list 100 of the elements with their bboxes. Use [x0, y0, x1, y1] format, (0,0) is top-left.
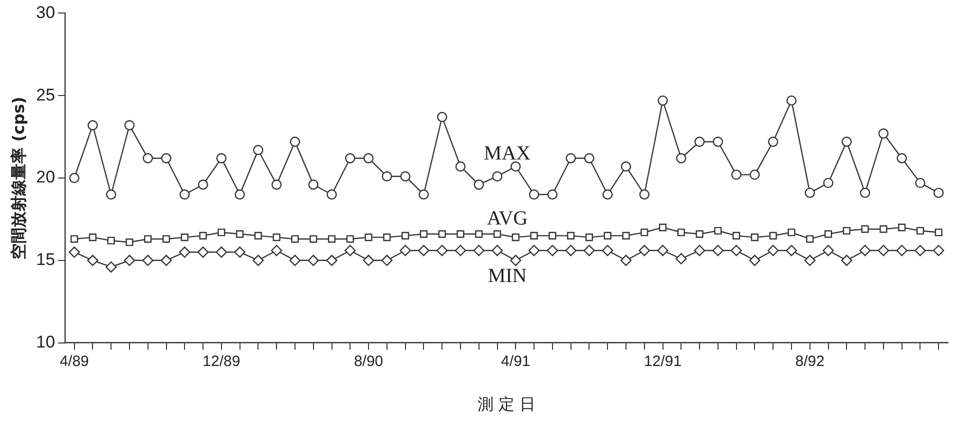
- x-axis-title: 測 定 日: [477, 394, 536, 414]
- point: [676, 253, 687, 264]
- point: [528, 189, 540, 200]
- x-tick-label: 8/92: [795, 352, 824, 370]
- point: [510, 161, 521, 172]
- point: [878, 244, 890, 256]
- point: [180, 234, 188, 242]
- point: [712, 136, 724, 147]
- point: [107, 236, 115, 244]
- point: [197, 246, 209, 258]
- point: [420, 230, 428, 238]
- point: [528, 244, 540, 256]
- point: [788, 228, 796, 236]
- point: [768, 244, 779, 256]
- point: [492, 244, 503, 256]
- point: [272, 234, 280, 242]
- point: [87, 254, 98, 266]
- point: [824, 230, 832, 238]
- point: [842, 136, 852, 147]
- point: [898, 224, 906, 232]
- point: [842, 226, 850, 235]
- point: [566, 153, 576, 164]
- point: [346, 235, 354, 243]
- point: [438, 230, 446, 238]
- point: [418, 189, 429, 200]
- point: [896, 244, 908, 256]
- y-tick-label: 20: [36, 168, 56, 187]
- x-tick-label: 12/89: [202, 352, 240, 370]
- point: [639, 189, 650, 200]
- point: [493, 230, 502, 238]
- point: [382, 171, 392, 182]
- point: [124, 120, 135, 130]
- point: [400, 171, 410, 182]
- point: [896, 153, 907, 164]
- point: [161, 153, 172, 164]
- point: [160, 254, 172, 266]
- point: [198, 179, 208, 190]
- point: [475, 230, 483, 238]
- point: [933, 244, 944, 256]
- point: [804, 254, 816, 266]
- point: [548, 232, 556, 240]
- point: [106, 189, 116, 200]
- point: [124, 254, 136, 266]
- point: [234, 246, 246, 258]
- point: [934, 228, 942, 236]
- point: [750, 170, 760, 180]
- point: [310, 235, 318, 243]
- point: [289, 254, 301, 266]
- point: [530, 232, 538, 240]
- point: [512, 234, 520, 242]
- point: [473, 244, 484, 256]
- point: [308, 254, 319, 266]
- point: [916, 226, 924, 235]
- x-tick-label: 8/90: [354, 352, 384, 370]
- point: [400, 244, 411, 256]
- point: [142, 254, 154, 266]
- point: [492, 171, 502, 182]
- x-tick-label: 4/89: [60, 352, 89, 370]
- point: [88, 234, 96, 242]
- point: [436, 244, 448, 256]
- point: [418, 244, 430, 256]
- point: [254, 232, 262, 240]
- point: [180, 189, 190, 200]
- point: [271, 179, 282, 190]
- point: [677, 228, 685, 236]
- point: [602, 189, 613, 200]
- series-label: AVG: [486, 207, 528, 230]
- point: [731, 170, 742, 180]
- point: [769, 232, 777, 240]
- point: [567, 232, 575, 240]
- point: [308, 179, 318, 190]
- point: [456, 230, 464, 238]
- point: [381, 254, 393, 266]
- y-tick-label: 15: [36, 250, 56, 270]
- point: [604, 232, 612, 240]
- point: [236, 230, 244, 238]
- point: [584, 244, 595, 256]
- point: [363, 153, 374, 164]
- point: [253, 144, 264, 156]
- point: [270, 244, 282, 256]
- point: [362, 254, 374, 266]
- point: [602, 244, 614, 256]
- point: [859, 244, 871, 256]
- point: [749, 254, 760, 266]
- point: [732, 232, 740, 240]
- point: [326, 254, 338, 266]
- point: [657, 244, 668, 256]
- point: [510, 254, 522, 266]
- point: [750, 234, 758, 242]
- point: [345, 153, 356, 164]
- point: [565, 244, 576, 256]
- point: [676, 153, 686, 164]
- point: [823, 178, 834, 188]
- point: [786, 95, 797, 106]
- point: [822, 244, 834, 256]
- point: [914, 244, 926, 256]
- x-tick-label: 4/91: [501, 352, 530, 370]
- point: [291, 235, 299, 243]
- point: [880, 225, 888, 233]
- point: [622, 232, 630, 240]
